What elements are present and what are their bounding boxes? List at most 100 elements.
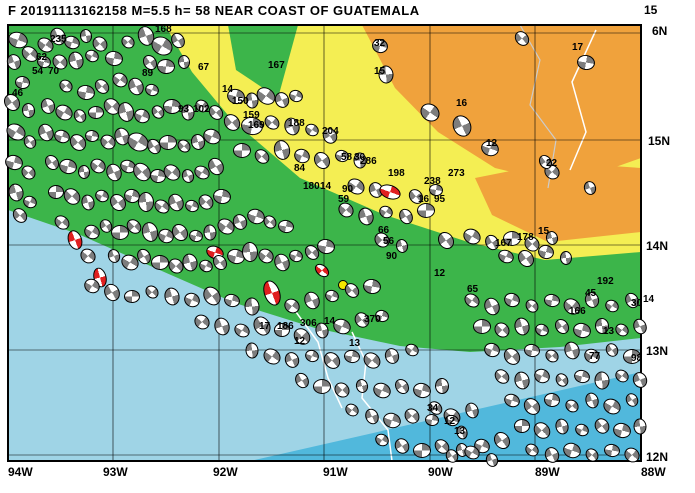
focal-mechanism bbox=[78, 28, 94, 44]
focal-mechanism bbox=[342, 401, 362, 419]
focal-mechanism bbox=[88, 105, 104, 119]
focal-mechanism bbox=[139, 220, 161, 244]
focal-mechanism bbox=[522, 342, 542, 358]
focal-mechanism bbox=[392, 375, 412, 397]
focal-mechanism bbox=[362, 406, 382, 426]
focal-mechanism bbox=[581, 179, 599, 197]
depth-label: 13 bbox=[454, 426, 466, 437]
depth-label: 67 bbox=[198, 62, 210, 73]
depth-label: 93 bbox=[178, 104, 190, 115]
highland-orange-patch bbox=[475, 162, 641, 242]
focal-mechanism bbox=[105, 247, 123, 265]
focal-mechanism bbox=[56, 76, 76, 96]
focal-mechanism bbox=[181, 290, 203, 310]
focal-mechanism bbox=[483, 451, 501, 469]
focal-mechanism bbox=[20, 101, 36, 119]
focal-mechanism bbox=[77, 245, 99, 267]
focal-mechanism bbox=[124, 289, 140, 303]
depth-label: 168 bbox=[155, 24, 172, 35]
focal-mechanism bbox=[251, 145, 273, 167]
focal-mechanism bbox=[77, 164, 91, 180]
depth-label: 198 bbox=[388, 168, 405, 179]
focal-mechanism bbox=[603, 340, 621, 360]
focal-mechanism bbox=[514, 419, 530, 433]
border-line bbox=[519, 24, 557, 189]
map-frame bbox=[7, 24, 642, 462]
focal-mechanism bbox=[103, 49, 125, 67]
focal-mechanism bbox=[177, 54, 191, 70]
depth-label: 84 bbox=[294, 163, 306, 174]
focal-mechanism bbox=[370, 379, 394, 401]
focal-mechanism bbox=[530, 418, 554, 442]
focal-mechanism-red bbox=[377, 181, 403, 203]
focal-mechanism bbox=[460, 225, 484, 247]
focal-mechanism bbox=[281, 295, 303, 317]
lon-axis-label: 94W bbox=[8, 465, 33, 479]
depth-label: 169 bbox=[248, 120, 265, 131]
focal-mechanism bbox=[131, 106, 153, 126]
focal-mechanism bbox=[372, 431, 392, 449]
focal-mechanism bbox=[48, 185, 64, 199]
depth-label: 45 bbox=[585, 288, 597, 299]
focal-mechanism bbox=[583, 390, 601, 410]
focal-mechanism bbox=[561, 338, 583, 362]
focal-mechanism bbox=[301, 288, 323, 312]
focal-mechanism bbox=[260, 344, 284, 368]
focal-mechanism bbox=[118, 32, 138, 52]
focal-mechanism bbox=[274, 323, 290, 337]
focal-mechanism bbox=[376, 203, 396, 221]
focal-mechanism bbox=[503, 230, 521, 246]
depth-label: 17 bbox=[572, 42, 584, 53]
focal-mechanism bbox=[591, 415, 613, 437]
depth-label: 22 bbox=[546, 158, 558, 169]
lat-axis-label: 6N bbox=[652, 24, 668, 38]
focal-mechanism bbox=[162, 285, 182, 307]
depth-label: 90 bbox=[386, 251, 398, 262]
focal-mechanism bbox=[630, 369, 650, 391]
focal-mechanism bbox=[496, 246, 516, 266]
focal-mechanism bbox=[623, 348, 641, 364]
depth-label: 34 bbox=[427, 403, 439, 414]
focal-mechanism bbox=[542, 391, 562, 409]
depth-label: 15 bbox=[374, 66, 386, 77]
focal-mechanism bbox=[553, 416, 571, 436]
focal-mechanism bbox=[93, 187, 111, 205]
focal-mechanism bbox=[21, 193, 39, 211]
focal-mechanism bbox=[572, 367, 592, 385]
depth-label: 90 bbox=[342, 184, 354, 195]
focal-mechanism bbox=[522, 296, 542, 316]
focal-mechanism-red bbox=[260, 278, 284, 308]
focal-mechanism bbox=[380, 409, 404, 431]
depth-label: 14 bbox=[222, 84, 234, 95]
depth-label: 62 bbox=[36, 52, 48, 63]
map-title: F 20191113162158 M=5.5 h= 58 NEAR COAST … bbox=[8, 3, 420, 18]
depth-label: 180 bbox=[303, 181, 320, 192]
lat-axis-label: 15 bbox=[644, 3, 658, 17]
focal-mechanism-red bbox=[312, 260, 332, 280]
focal-mechanism bbox=[66, 49, 86, 71]
focal-mechanism bbox=[559, 250, 573, 266]
focal-mechanism bbox=[187, 228, 205, 244]
focal-mechanism bbox=[500, 344, 524, 368]
focal-mechanism bbox=[75, 83, 97, 101]
depth-label: 159 bbox=[243, 110, 260, 121]
focal-mechanism bbox=[303, 347, 321, 365]
focal-mechanism bbox=[361, 277, 383, 295]
focal-mechanism bbox=[287, 87, 305, 105]
focal-mechanism bbox=[57, 156, 79, 176]
focal-mechanism bbox=[271, 138, 293, 162]
lon-axis-label: 92W bbox=[213, 465, 238, 479]
focal-mechanism bbox=[611, 420, 633, 440]
focal-mechanism bbox=[612, 367, 632, 385]
focal-mechanism bbox=[575, 53, 597, 71]
focal-mechanism bbox=[553, 370, 571, 390]
lon-axis-label: 90W bbox=[428, 465, 453, 479]
depth-label: 14 bbox=[643, 294, 655, 305]
depth-label: 12 bbox=[294, 336, 306, 347]
focal-mechanism bbox=[632, 417, 648, 435]
depth-label: 70 bbox=[48, 66, 60, 77]
focal-mechanism bbox=[276, 218, 296, 234]
depth-label: 13 bbox=[349, 338, 361, 349]
depth-label: 65 bbox=[467, 284, 479, 295]
